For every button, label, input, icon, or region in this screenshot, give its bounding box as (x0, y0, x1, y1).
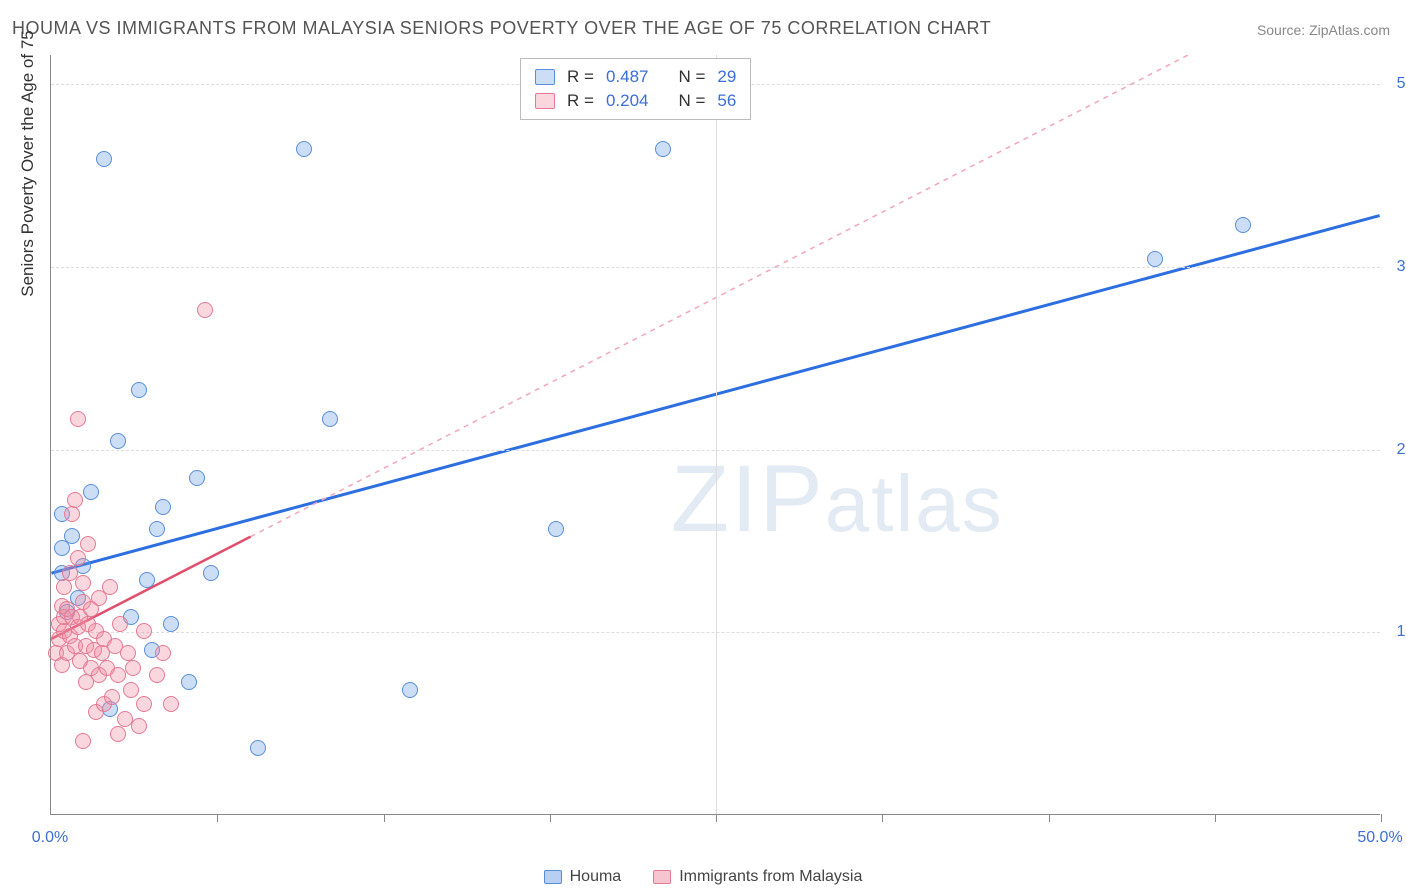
scatter-point (125, 660, 141, 676)
legend-bottom: Houma Immigrants from Malaysia (0, 868, 1406, 886)
stat-n-label: N = (678, 91, 705, 111)
y-tick-label: 50.0% (1397, 75, 1406, 93)
scatter-point (548, 521, 564, 537)
y-tick-label: 12.5% (1397, 623, 1406, 641)
x-tick (550, 814, 551, 822)
source-name: ZipAtlas.com (1309, 22, 1390, 38)
scatter-point (163, 696, 179, 712)
x-tick (716, 814, 717, 822)
legend-item: Houma (544, 868, 622, 886)
x-tick (1215, 814, 1216, 822)
scatter-point (75, 733, 91, 749)
plot-area: ZIPatlas 12.5%25.0%37.5%50.0% (50, 55, 1380, 815)
legend-swatch (535, 93, 555, 109)
x-tick (384, 814, 385, 822)
scatter-point (110, 726, 126, 742)
legend-item: Immigrants from Malaysia (653, 868, 862, 886)
gridline-vertical (716, 55, 717, 814)
scatter-point (1147, 251, 1163, 267)
scatter-point (136, 623, 152, 639)
legend-swatch (535, 69, 555, 85)
stat-r-value: 0.204 (606, 91, 649, 111)
scatter-point (120, 645, 136, 661)
x-tick-label: 0.0% (32, 829, 68, 847)
scatter-point (322, 411, 338, 427)
scatter-point (181, 674, 197, 690)
scatter-point (80, 536, 96, 552)
legend-label: Houma (570, 868, 622, 885)
stats-row: R = 0.204 N = 56 (535, 89, 736, 113)
scatter-point (102, 579, 118, 595)
stats-legend-box: R = 0.487 N = 29 R = 0.204 N = 56 (520, 58, 751, 120)
watermark-zip: ZIP (671, 459, 825, 548)
scatter-point (110, 667, 126, 683)
x-tick (217, 814, 218, 822)
source-prefix: Source: (1257, 22, 1309, 38)
y-tick-label: 37.5% (1397, 258, 1406, 276)
scatter-point (131, 382, 147, 398)
stat-r-label: R = (567, 91, 594, 111)
source-attribution: Source: ZipAtlas.com (1257, 22, 1390, 38)
stats-row: R = 0.487 N = 29 (535, 65, 736, 89)
scatter-point (64, 528, 80, 544)
scatter-point (136, 696, 152, 712)
y-tick-label: 25.0% (1397, 441, 1406, 459)
x-tick-label: 50.0% (1357, 829, 1402, 847)
watermark: ZIPatlas (671, 445, 1004, 554)
scatter-point (64, 506, 80, 522)
scatter-point (56, 579, 72, 595)
stat-r-value: 0.487 (606, 67, 649, 87)
y-axis-label: Seniors Poverty Over the Age of 75 (18, 30, 38, 296)
scatter-point (197, 302, 213, 318)
scatter-point (75, 575, 91, 591)
x-tick (1049, 814, 1050, 822)
scatter-point (155, 645, 171, 661)
legend-label: Immigrants from Malaysia (679, 868, 862, 885)
scatter-point (131, 718, 147, 734)
scatter-point (655, 141, 671, 157)
scatter-point (149, 667, 165, 683)
scatter-point (296, 141, 312, 157)
chart-container: HOUMA VS IMMIGRANTS FROM MALAYSIA SENIOR… (0, 0, 1406, 892)
scatter-point (163, 616, 179, 632)
watermark-atlas: atlas (825, 459, 1004, 548)
scatter-point (70, 550, 86, 566)
scatter-point (155, 499, 171, 515)
x-tick (1381, 814, 1382, 822)
x-tick (882, 814, 883, 822)
scatter-point (67, 492, 83, 508)
legend-swatch (653, 870, 671, 884)
stat-n-value: 29 (717, 67, 736, 87)
scatter-point (96, 151, 112, 167)
scatter-point (203, 565, 219, 581)
scatter-point (83, 484, 99, 500)
scatter-point (110, 433, 126, 449)
scatter-point (1235, 217, 1251, 233)
stat-n-label: N = (678, 67, 705, 87)
legend-swatch (544, 870, 562, 884)
stat-r-label: R = (567, 67, 594, 87)
scatter-point (250, 740, 266, 756)
scatter-point (149, 521, 165, 537)
scatter-point (70, 411, 86, 427)
scatter-point (104, 689, 120, 705)
scatter-point (402, 682, 418, 698)
scatter-point (189, 470, 205, 486)
scatter-point (139, 572, 155, 588)
scatter-point (123, 682, 139, 698)
stat-n-value: 56 (717, 91, 736, 111)
scatter-point (112, 616, 128, 632)
chart-title: HOUMA VS IMMIGRANTS FROM MALAYSIA SENIOR… (12, 18, 991, 39)
